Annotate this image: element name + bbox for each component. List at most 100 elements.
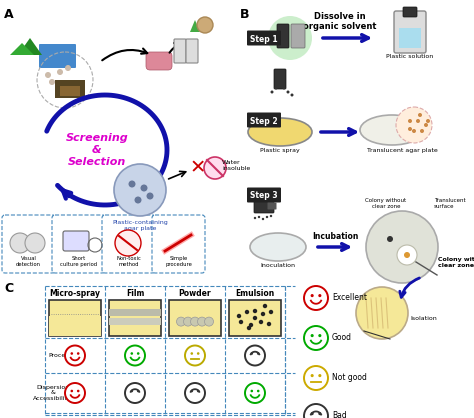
Circle shape bbox=[245, 383, 265, 403]
Text: A: A bbox=[4, 8, 14, 21]
FancyBboxPatch shape bbox=[254, 199, 274, 213]
Circle shape bbox=[304, 404, 328, 418]
FancyBboxPatch shape bbox=[152, 215, 205, 273]
Circle shape bbox=[77, 390, 80, 393]
Circle shape bbox=[250, 390, 253, 393]
Circle shape bbox=[416, 119, 420, 123]
Circle shape bbox=[185, 383, 205, 403]
Circle shape bbox=[128, 181, 136, 188]
FancyBboxPatch shape bbox=[229, 300, 281, 336]
Ellipse shape bbox=[360, 115, 424, 145]
Circle shape bbox=[125, 346, 145, 365]
Circle shape bbox=[408, 127, 412, 131]
Circle shape bbox=[286, 91, 290, 94]
Circle shape bbox=[10, 233, 30, 253]
Polygon shape bbox=[18, 38, 42, 55]
Circle shape bbox=[356, 287, 408, 339]
Circle shape bbox=[249, 323, 253, 327]
Bar bbox=[49, 316, 101, 336]
Text: Short
culture period: Short culture period bbox=[60, 256, 97, 267]
Circle shape bbox=[191, 317, 200, 326]
Circle shape bbox=[283, 87, 285, 89]
Circle shape bbox=[387, 236, 393, 242]
Text: Film: Film bbox=[126, 289, 144, 298]
Text: Step 1: Step 1 bbox=[250, 35, 278, 43]
Text: C: C bbox=[4, 282, 13, 295]
Circle shape bbox=[291, 94, 293, 97]
Ellipse shape bbox=[250, 233, 306, 261]
Circle shape bbox=[146, 193, 154, 199]
Text: Good: Good bbox=[332, 334, 352, 342]
Text: Dispersion
&
Accessibility: Dispersion & Accessibility bbox=[33, 385, 72, 401]
Text: Visual
detection: Visual detection bbox=[16, 256, 41, 267]
Circle shape bbox=[263, 304, 267, 308]
FancyBboxPatch shape bbox=[399, 28, 421, 48]
Circle shape bbox=[65, 65, 71, 71]
Text: Bad: Bad bbox=[332, 411, 347, 418]
Circle shape bbox=[130, 352, 133, 355]
Circle shape bbox=[245, 346, 265, 365]
Circle shape bbox=[269, 310, 273, 314]
FancyBboxPatch shape bbox=[394, 11, 426, 53]
FancyBboxPatch shape bbox=[247, 31, 281, 46]
Text: Water
insoluble: Water insoluble bbox=[222, 160, 250, 171]
FancyBboxPatch shape bbox=[277, 24, 289, 48]
Text: Plastic spray: Plastic spray bbox=[260, 148, 300, 153]
Circle shape bbox=[191, 390, 193, 393]
Circle shape bbox=[204, 317, 213, 326]
Circle shape bbox=[137, 390, 139, 393]
Circle shape bbox=[304, 326, 328, 350]
Text: Not good: Not good bbox=[332, 374, 367, 382]
Circle shape bbox=[77, 352, 80, 355]
Text: Dissolve in
organic solvent: Dissolve in organic solvent bbox=[303, 12, 377, 31]
Circle shape bbox=[310, 334, 314, 337]
Polygon shape bbox=[10, 43, 34, 55]
Circle shape bbox=[404, 252, 410, 258]
Circle shape bbox=[304, 366, 328, 390]
Bar bbox=[109, 318, 161, 325]
Bar bbox=[60, 86, 80, 96]
Circle shape bbox=[65, 383, 85, 403]
Circle shape bbox=[318, 374, 321, 377]
Bar bbox=[55, 80, 85, 98]
Circle shape bbox=[270, 215, 272, 217]
Polygon shape bbox=[190, 20, 200, 32]
Circle shape bbox=[318, 334, 321, 337]
Text: Micro-spray: Micro-spray bbox=[49, 289, 100, 298]
Circle shape bbox=[65, 346, 85, 365]
Text: Colony with
clear zone: Colony with clear zone bbox=[438, 257, 474, 268]
Text: Step 2: Step 2 bbox=[250, 117, 278, 125]
Circle shape bbox=[140, 184, 147, 191]
Circle shape bbox=[420, 129, 424, 133]
Circle shape bbox=[198, 317, 207, 326]
Circle shape bbox=[185, 346, 205, 365]
Circle shape bbox=[247, 326, 251, 330]
Circle shape bbox=[125, 383, 145, 403]
Text: Excellent: Excellent bbox=[332, 293, 367, 303]
FancyBboxPatch shape bbox=[102, 215, 155, 273]
Circle shape bbox=[57, 69, 63, 75]
Circle shape bbox=[274, 87, 277, 89]
Circle shape bbox=[183, 317, 192, 326]
Text: Translucent agar plate: Translucent agar plate bbox=[366, 148, 438, 153]
Circle shape bbox=[257, 352, 259, 355]
Text: Colony without
clear zone: Colony without clear zone bbox=[365, 198, 407, 209]
Circle shape bbox=[45, 72, 51, 78]
FancyBboxPatch shape bbox=[169, 300, 221, 336]
Circle shape bbox=[366, 211, 438, 283]
FancyBboxPatch shape bbox=[403, 7, 417, 17]
Text: Emulsion: Emulsion bbox=[236, 289, 274, 298]
Text: Simple
procedure: Simple procedure bbox=[165, 256, 192, 267]
Circle shape bbox=[191, 352, 193, 355]
FancyBboxPatch shape bbox=[146, 52, 172, 70]
Text: Process: Process bbox=[48, 353, 72, 358]
Circle shape bbox=[318, 412, 321, 415]
Circle shape bbox=[237, 314, 241, 318]
Circle shape bbox=[239, 320, 243, 324]
Circle shape bbox=[71, 352, 73, 355]
Text: Incubation: Incubation bbox=[312, 232, 358, 241]
Circle shape bbox=[268, 16, 312, 60]
Circle shape bbox=[197, 17, 213, 33]
Circle shape bbox=[115, 230, 141, 256]
FancyBboxPatch shape bbox=[247, 112, 281, 127]
